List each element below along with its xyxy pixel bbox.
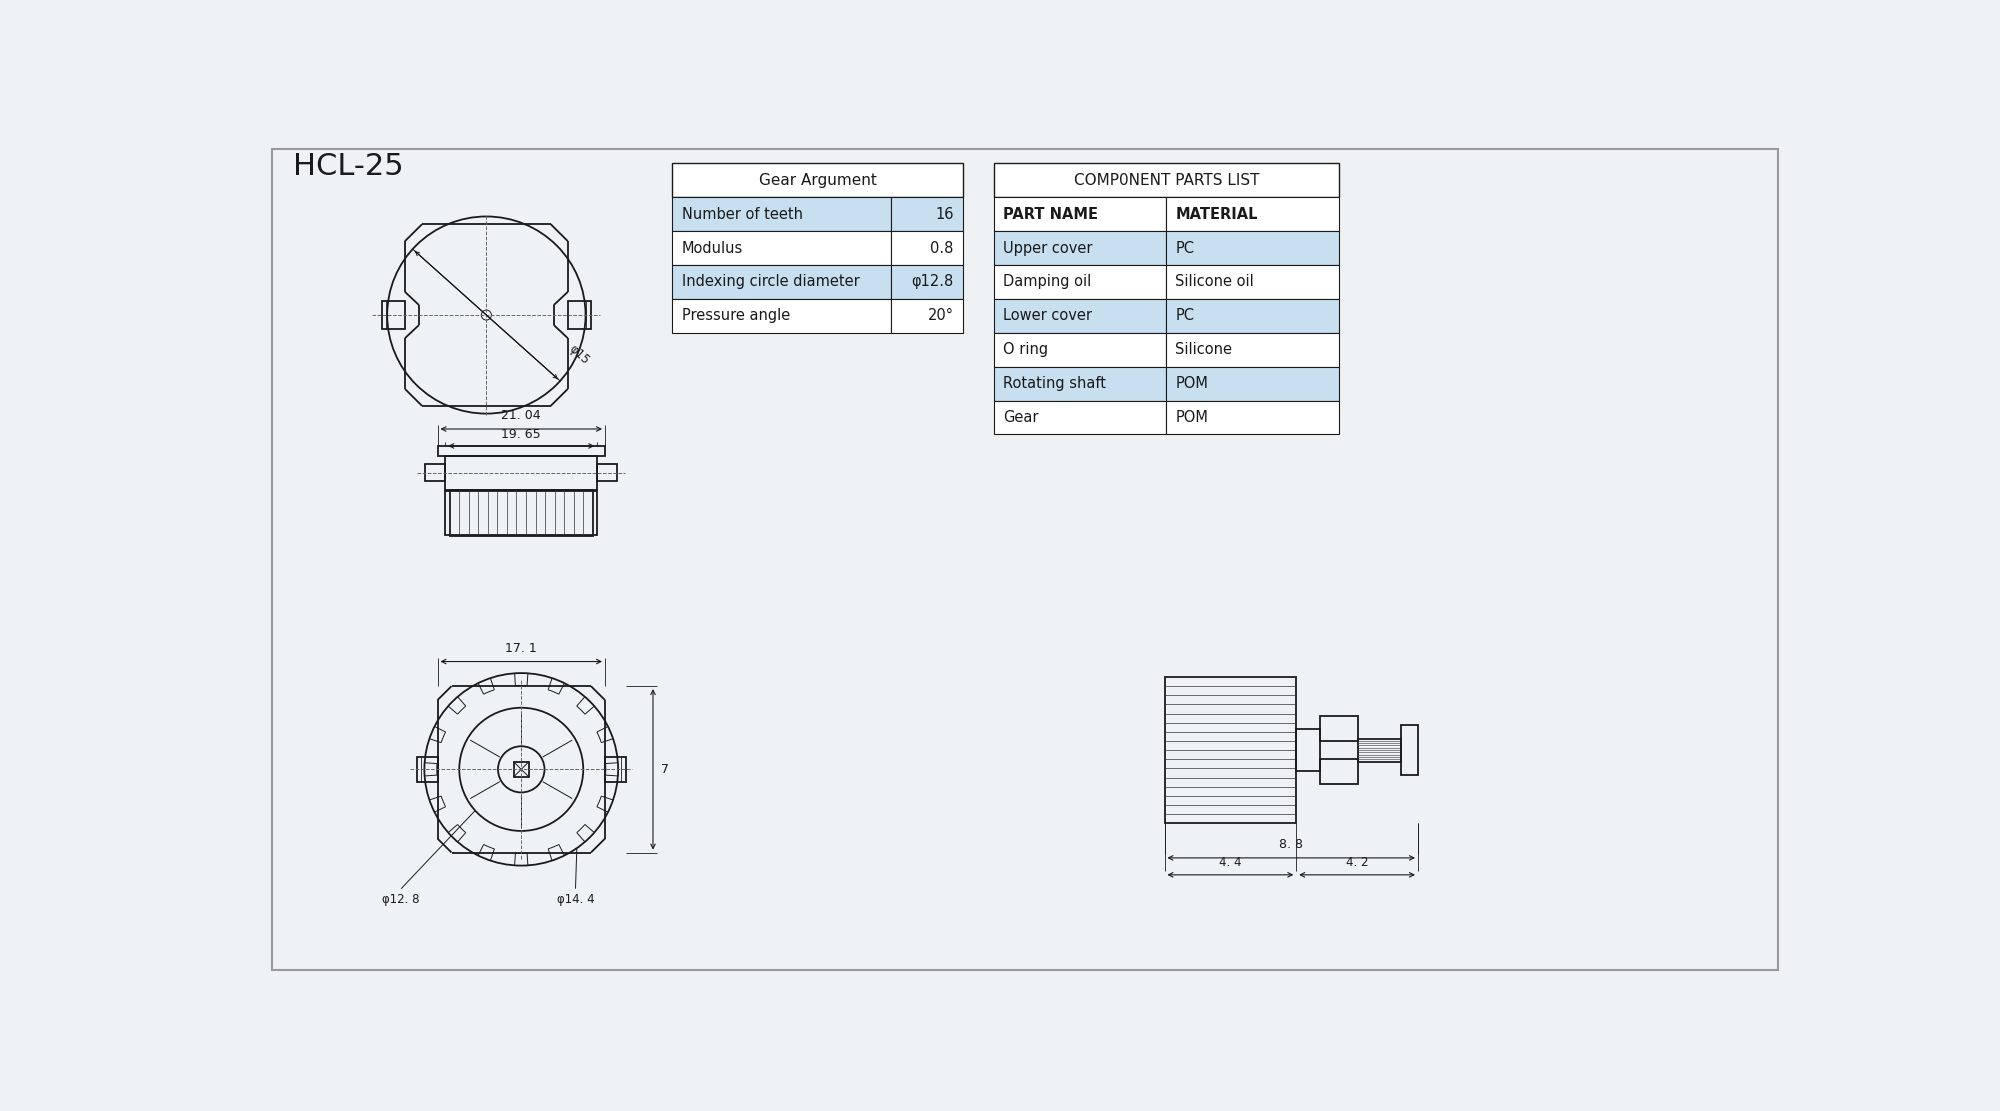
Text: Rotating shaft: Rotating shaft bbox=[1004, 376, 1106, 391]
Bar bbox=[514, 762, 528, 777]
Text: 8. 8: 8. 8 bbox=[1280, 838, 1304, 851]
Bar bbox=[446, 456, 598, 490]
Text: 4. 4: 4. 4 bbox=[1220, 857, 1242, 870]
Bar bbox=[450, 490, 592, 536]
Text: 21. 04: 21. 04 bbox=[502, 409, 542, 422]
Bar bbox=[994, 231, 1166, 266]
Bar bbox=[1166, 266, 1338, 299]
Bar bbox=[1166, 400, 1338, 434]
Bar bbox=[1320, 759, 1358, 784]
Bar bbox=[1166, 231, 1338, 266]
Bar bbox=[672, 266, 890, 299]
Bar bbox=[1166, 198, 1338, 231]
Text: Number of teeth: Number of teeth bbox=[682, 207, 802, 222]
Text: MATERIAL: MATERIAL bbox=[1176, 207, 1258, 222]
Text: 16: 16 bbox=[936, 207, 954, 222]
Text: Gear: Gear bbox=[1004, 410, 1038, 424]
Bar bbox=[890, 299, 962, 333]
Bar bbox=[672, 231, 890, 266]
Text: 17. 1: 17. 1 bbox=[506, 642, 538, 654]
Bar bbox=[1320, 717, 1358, 741]
Bar bbox=[994, 163, 1338, 198]
Text: HCL-25: HCL-25 bbox=[292, 152, 404, 181]
Bar bbox=[994, 367, 1166, 400]
Text: Indexing circle diameter: Indexing circle diameter bbox=[682, 274, 860, 290]
Bar bbox=[1296, 729, 1320, 771]
Bar bbox=[890, 198, 962, 231]
Text: COMP0NENT PARTS LIST: COMP0NENT PARTS LIST bbox=[1074, 173, 1260, 188]
Text: Pressure angle: Pressure angle bbox=[682, 309, 790, 323]
Text: φ12. 8: φ12. 8 bbox=[382, 892, 420, 905]
Text: PART NAME: PART NAME bbox=[1004, 207, 1098, 222]
Bar bbox=[382, 301, 404, 329]
Text: 4. 2: 4. 2 bbox=[1346, 857, 1368, 870]
Bar bbox=[416, 757, 438, 782]
Text: Silicone oil: Silicone oil bbox=[1176, 274, 1254, 290]
Text: φ14. 4: φ14. 4 bbox=[556, 892, 594, 905]
Text: 19. 65: 19. 65 bbox=[502, 428, 542, 441]
Bar bbox=[672, 198, 890, 231]
Text: Lower cover: Lower cover bbox=[1004, 309, 1092, 323]
Text: POM: POM bbox=[1176, 410, 1208, 424]
Bar bbox=[994, 400, 1166, 434]
Text: O ring: O ring bbox=[1004, 342, 1048, 358]
Text: PC: PC bbox=[1176, 309, 1194, 323]
Bar bbox=[1400, 725, 1418, 775]
Text: Modulus: Modulus bbox=[682, 241, 742, 256]
Bar bbox=[672, 163, 964, 198]
Bar bbox=[994, 198, 1166, 231]
Bar bbox=[446, 491, 598, 536]
Text: 20°: 20° bbox=[928, 309, 954, 323]
Text: 0.8: 0.8 bbox=[930, 241, 954, 256]
Bar bbox=[604, 757, 626, 782]
Text: PC: PC bbox=[1176, 241, 1194, 256]
Bar bbox=[1166, 299, 1338, 333]
Bar bbox=[890, 266, 962, 299]
Bar bbox=[1166, 333, 1338, 367]
Bar bbox=[438, 446, 604, 456]
Bar bbox=[1358, 739, 1400, 762]
Text: 7: 7 bbox=[660, 763, 668, 775]
Text: φ15: φ15 bbox=[566, 342, 592, 367]
Bar bbox=[890, 231, 962, 266]
Text: Damping oil: Damping oil bbox=[1004, 274, 1092, 290]
Bar bbox=[568, 301, 592, 329]
Text: φ12.8: φ12.8 bbox=[912, 274, 954, 290]
Bar bbox=[672, 299, 890, 333]
Bar bbox=[426, 464, 446, 481]
Text: Gear Argument: Gear Argument bbox=[758, 173, 876, 188]
Bar bbox=[1166, 367, 1338, 400]
Bar bbox=[994, 266, 1166, 299]
Bar bbox=[994, 299, 1166, 333]
Text: POM: POM bbox=[1176, 376, 1208, 391]
Bar bbox=[994, 333, 1166, 367]
Text: Upper cover: Upper cover bbox=[1004, 241, 1092, 256]
Text: Silicone: Silicone bbox=[1176, 342, 1232, 358]
Bar bbox=[1164, 677, 1296, 823]
Bar bbox=[598, 464, 618, 481]
